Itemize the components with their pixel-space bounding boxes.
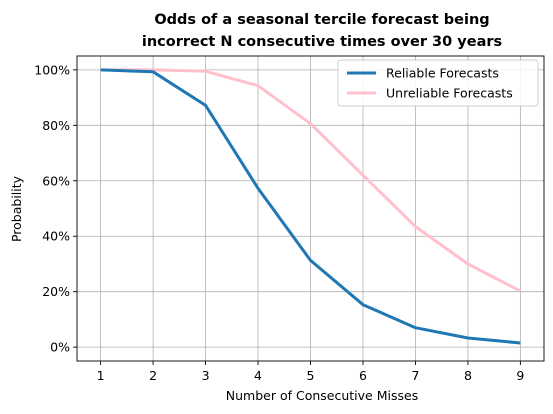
x-axis-label: Number of Consecutive Misses <box>226 388 418 403</box>
x-tick-label: 1 <box>97 368 105 383</box>
y-tick-label: 40% <box>42 229 70 244</box>
y-tick-label: 20% <box>42 284 70 299</box>
x-tick-label: 2 <box>149 368 157 383</box>
y-tick-label: 0% <box>50 340 70 355</box>
legend: Reliable Forecasts Unreliable Forecasts <box>338 60 538 106</box>
y-axis-label: Probability <box>9 175 24 242</box>
chart-title-line-2: incorrect N consecutive times over 30 ye… <box>142 34 502 50</box>
x-tick-label: 5 <box>307 368 315 383</box>
legend-label-unreliable-forecasts: Unreliable Forecasts <box>386 86 513 101</box>
x-tick-label: 3 <box>202 368 210 383</box>
chart-title-line-1: Odds of a seasonal tercile forecast bein… <box>154 12 489 28</box>
x-tick-label: 4 <box>254 368 262 383</box>
legend-label-reliable-forecasts: Reliable Forecasts <box>386 66 499 81</box>
y-tick-label: 60% <box>42 173 70 188</box>
y-tick-label: 100% <box>34 62 70 77</box>
x-tick-label: 9 <box>516 368 524 383</box>
y-tick-label: 80% <box>42 118 70 133</box>
x-tick-label: 7 <box>411 368 419 383</box>
x-tick-label: 6 <box>359 368 367 383</box>
x-tick-label: 8 <box>464 368 472 383</box>
